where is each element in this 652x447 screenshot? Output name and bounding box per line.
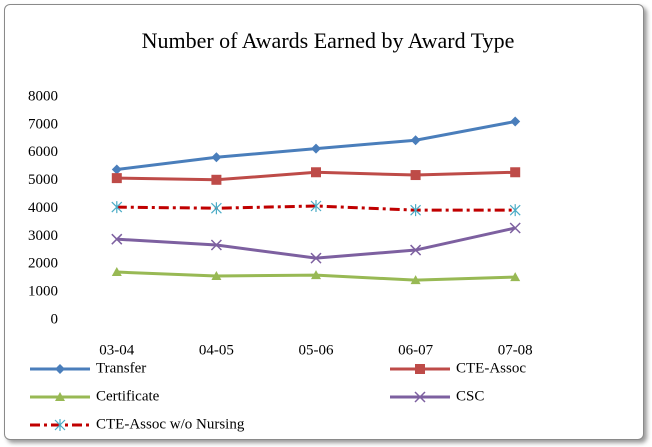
x-tick-label: 06-07 xyxy=(398,342,433,358)
marker xyxy=(509,204,521,217)
marker xyxy=(410,135,421,146)
y-tick-label: 2000 xyxy=(28,256,58,272)
y-tick-label: 6000 xyxy=(28,144,58,160)
marker xyxy=(211,152,222,163)
line xyxy=(116,226,516,260)
marker xyxy=(510,167,521,178)
y-tick-label: 3000 xyxy=(28,228,58,244)
marker xyxy=(311,143,321,154)
y-tick-label: 7000 xyxy=(28,116,58,132)
y-tick-label: 4000 xyxy=(28,200,58,216)
y-tick-label: 1000 xyxy=(28,284,58,300)
legend-marker xyxy=(54,419,66,431)
marker xyxy=(210,239,222,251)
marker xyxy=(111,233,123,245)
marker xyxy=(210,202,222,215)
legend-label: CTE-Assoc w/o Nursing xyxy=(96,416,245,432)
marker xyxy=(211,270,222,280)
marker xyxy=(410,204,422,217)
marker xyxy=(311,167,321,178)
marker xyxy=(111,201,123,214)
marker xyxy=(310,199,322,212)
legend-marker xyxy=(55,392,65,401)
x-tick-label: 05-06 xyxy=(299,342,334,358)
x-tick-label: 07-08 xyxy=(498,342,533,358)
legend-label: Certificate xyxy=(96,388,160,404)
marker xyxy=(410,275,421,285)
chart-title: Number of Awards Earned by Award Type xyxy=(142,28,515,53)
marker xyxy=(310,252,322,264)
marker xyxy=(111,173,122,184)
x-tick-label: 03-04 xyxy=(99,342,134,358)
legend-label: CTE-Assoc xyxy=(456,360,526,376)
legend-marker xyxy=(415,364,425,374)
chart-frame xyxy=(4,4,644,440)
marker xyxy=(111,267,122,277)
legend-label: CSC xyxy=(456,388,484,404)
marker xyxy=(510,116,521,127)
y-tick-label: 5000 xyxy=(28,172,58,188)
marker xyxy=(111,164,122,175)
legend-marker xyxy=(55,364,65,374)
legend-marker xyxy=(414,391,426,403)
marker xyxy=(509,222,521,234)
marker xyxy=(510,272,521,282)
legend-label: Transfer xyxy=(96,360,146,376)
marker xyxy=(410,170,421,181)
marker xyxy=(211,174,222,185)
marker xyxy=(311,270,321,280)
y-tick-label: 8000 xyxy=(28,88,58,104)
x-tick-label: 04-05 xyxy=(199,342,234,358)
marker xyxy=(410,244,422,256)
line xyxy=(116,204,516,212)
y-tick-label: 0 xyxy=(51,311,59,327)
